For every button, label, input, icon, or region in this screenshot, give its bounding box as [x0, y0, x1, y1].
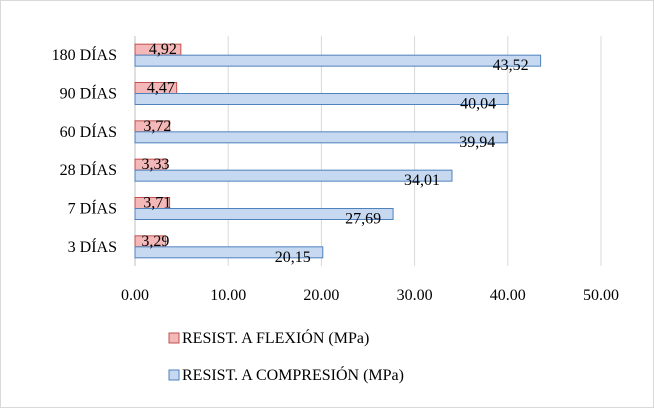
flexion-data-label: 3,72: [143, 118, 171, 135]
x-tick-label: 50.00: [583, 287, 619, 304]
compresion-bar: [134, 208, 394, 220]
legend-swatch-compresion: [168, 369, 180, 381]
compresion-bar: [134, 131, 508, 144]
flexion-data-label: 3,29: [141, 233, 169, 250]
category-label: 3 DÍAS: [68, 237, 117, 256]
compresion-data-label: 20,15: [275, 249, 311, 266]
x-tick-labels: 0.00 10.00 20.00 30.00 40.00 50.00: [121, 287, 619, 304]
compresion-data-label: 43,52: [493, 57, 529, 74]
gridlines: [134, 36, 602, 266]
compresion-data-label: 39,94: [459, 134, 495, 151]
data-labels: 4,92 43,52 4,47 40,04 3,72 39,94 3,33 34,01 3,71…: [141, 41, 528, 266]
x-tick-label: 40.00: [490, 287, 526, 304]
bars: [134, 43, 542, 259]
category-label: 7 DÍAS: [68, 199, 117, 218]
compresion-bar: [134, 93, 509, 105]
category-label: 180 DÍAS: [52, 45, 117, 64]
x-tick-label: 10.00: [210, 287, 246, 304]
x-tick-label: 20.00: [303, 287, 339, 304]
legend: RESIST. A FLEXIÓN (MPa) RESIST. A COMPRES…: [168, 328, 404, 384]
flexion-data-label: 3,71: [143, 195, 171, 212]
x-tick-label: 0.00: [121, 287, 149, 304]
compresion-bar: [134, 169, 453, 182]
compresion-data-label: 34,01: [404, 172, 440, 189]
category-label: 60 DÍAS: [60, 122, 117, 141]
flexion-data-label: 4,92: [149, 41, 177, 58]
category-label: 28 DÍAS: [60, 160, 117, 179]
flexion-data-label: 3,33: [142, 156, 170, 173]
legend-label-compresion: RESIST. A COMPRESIÓN (MPa): [182, 365, 404, 384]
compresion-bar: [134, 54, 542, 67]
legend-label-flexion: RESIST. A FLEXIÓN (MPa): [182, 328, 369, 347]
category-labels: 180 DÍAS 90 DÍAS 60 DÍAS 28 DÍAS 7 DÍAS 3 DÍA…: [52, 45, 117, 256]
compresion-data-label: 40,04: [460, 96, 496, 113]
compresion-bar: [134, 246, 324, 259]
x-tick-label: 30.00: [397, 287, 433, 304]
legend-swatch-flexion: [168, 332, 180, 344]
compresion-data-label: 27,69: [345, 211, 381, 228]
category-label: 90 DÍAS: [60, 84, 117, 103]
flexion-data-label: 4,47: [147, 80, 175, 97]
